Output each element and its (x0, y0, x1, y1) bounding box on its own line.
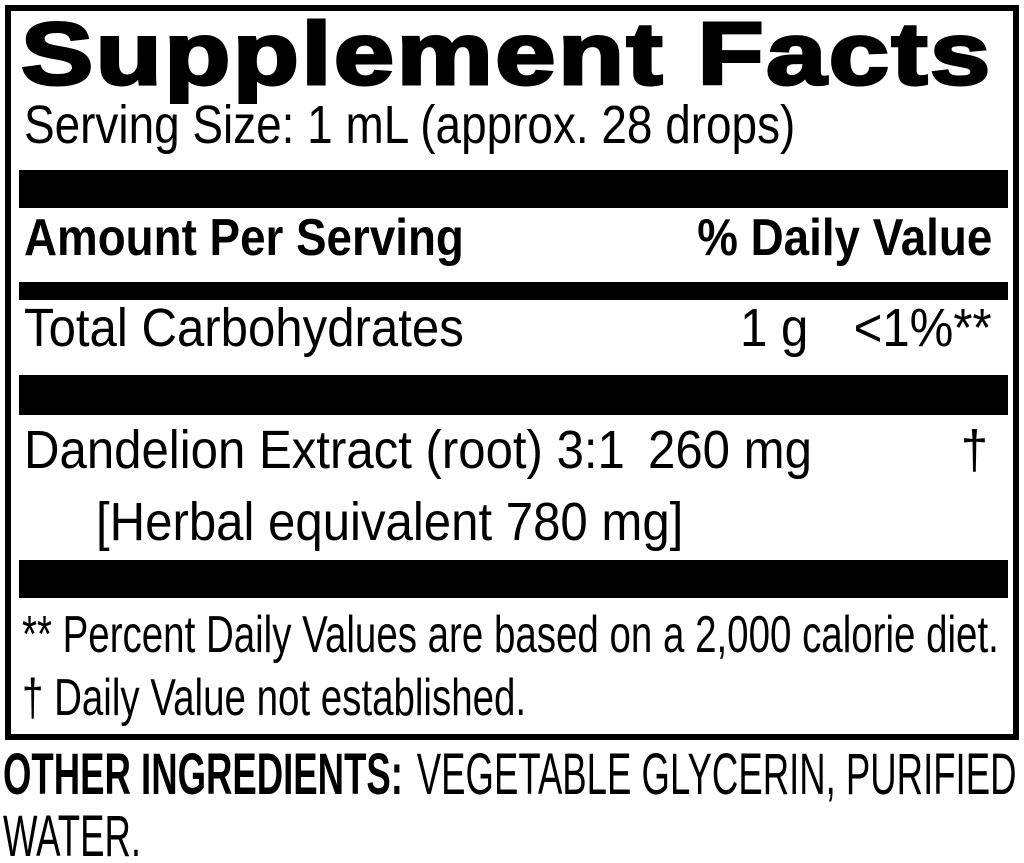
column-header-amount: Amount Per Serving (24, 209, 464, 267)
other-ingredients-text: VEGETABLE GLYCERIN, PURIFIED (416, 742, 1017, 807)
other-ingredients-line2: WATER. (3, 804, 142, 863)
row-dandelion-daily-value-dagger: † (960, 420, 988, 480)
row-total-carbohydrates-daily-value: <1%** (854, 298, 992, 358)
row-dandelion-herbal-equivalent: [Herbal equivalent 780 mg] (96, 492, 684, 552)
panel-title: Supplement Facts (19, 3, 993, 105)
row-dandelion-amount: 260 mg (648, 420, 812, 480)
divider-thick-2 (19, 375, 1008, 415)
divider-thick-1 (19, 170, 1008, 208)
row-dandelion-name: Dandelion Extract (root) 3:1 (24, 420, 625, 480)
panel-border (5, 5, 1019, 740)
footnote-daily-value-not-established: † Daily Value not established. (22, 669, 527, 727)
other-ingredients-label: OTHER INGREDIENTS: (3, 742, 403, 807)
row-total-carbohydrates-name: Total Carbohydrates (24, 298, 464, 358)
row-total-carbohydrates-amount: 1 g (740, 298, 809, 358)
column-header-daily-value: % Daily Value (696, 209, 992, 267)
divider-medium (19, 282, 1008, 300)
footnote-percent-daily-values: ** Percent Daily Values are based on a 2… (22, 606, 999, 664)
divider-thick-3 (19, 560, 1008, 598)
other-ingredients-line1: OTHER INGREDIENTS: VEGETABLE GLYCERIN, PU… (3, 740, 1016, 810)
serving-size: Serving Size: 1 mL (approx. 28 drops) (24, 95, 796, 155)
